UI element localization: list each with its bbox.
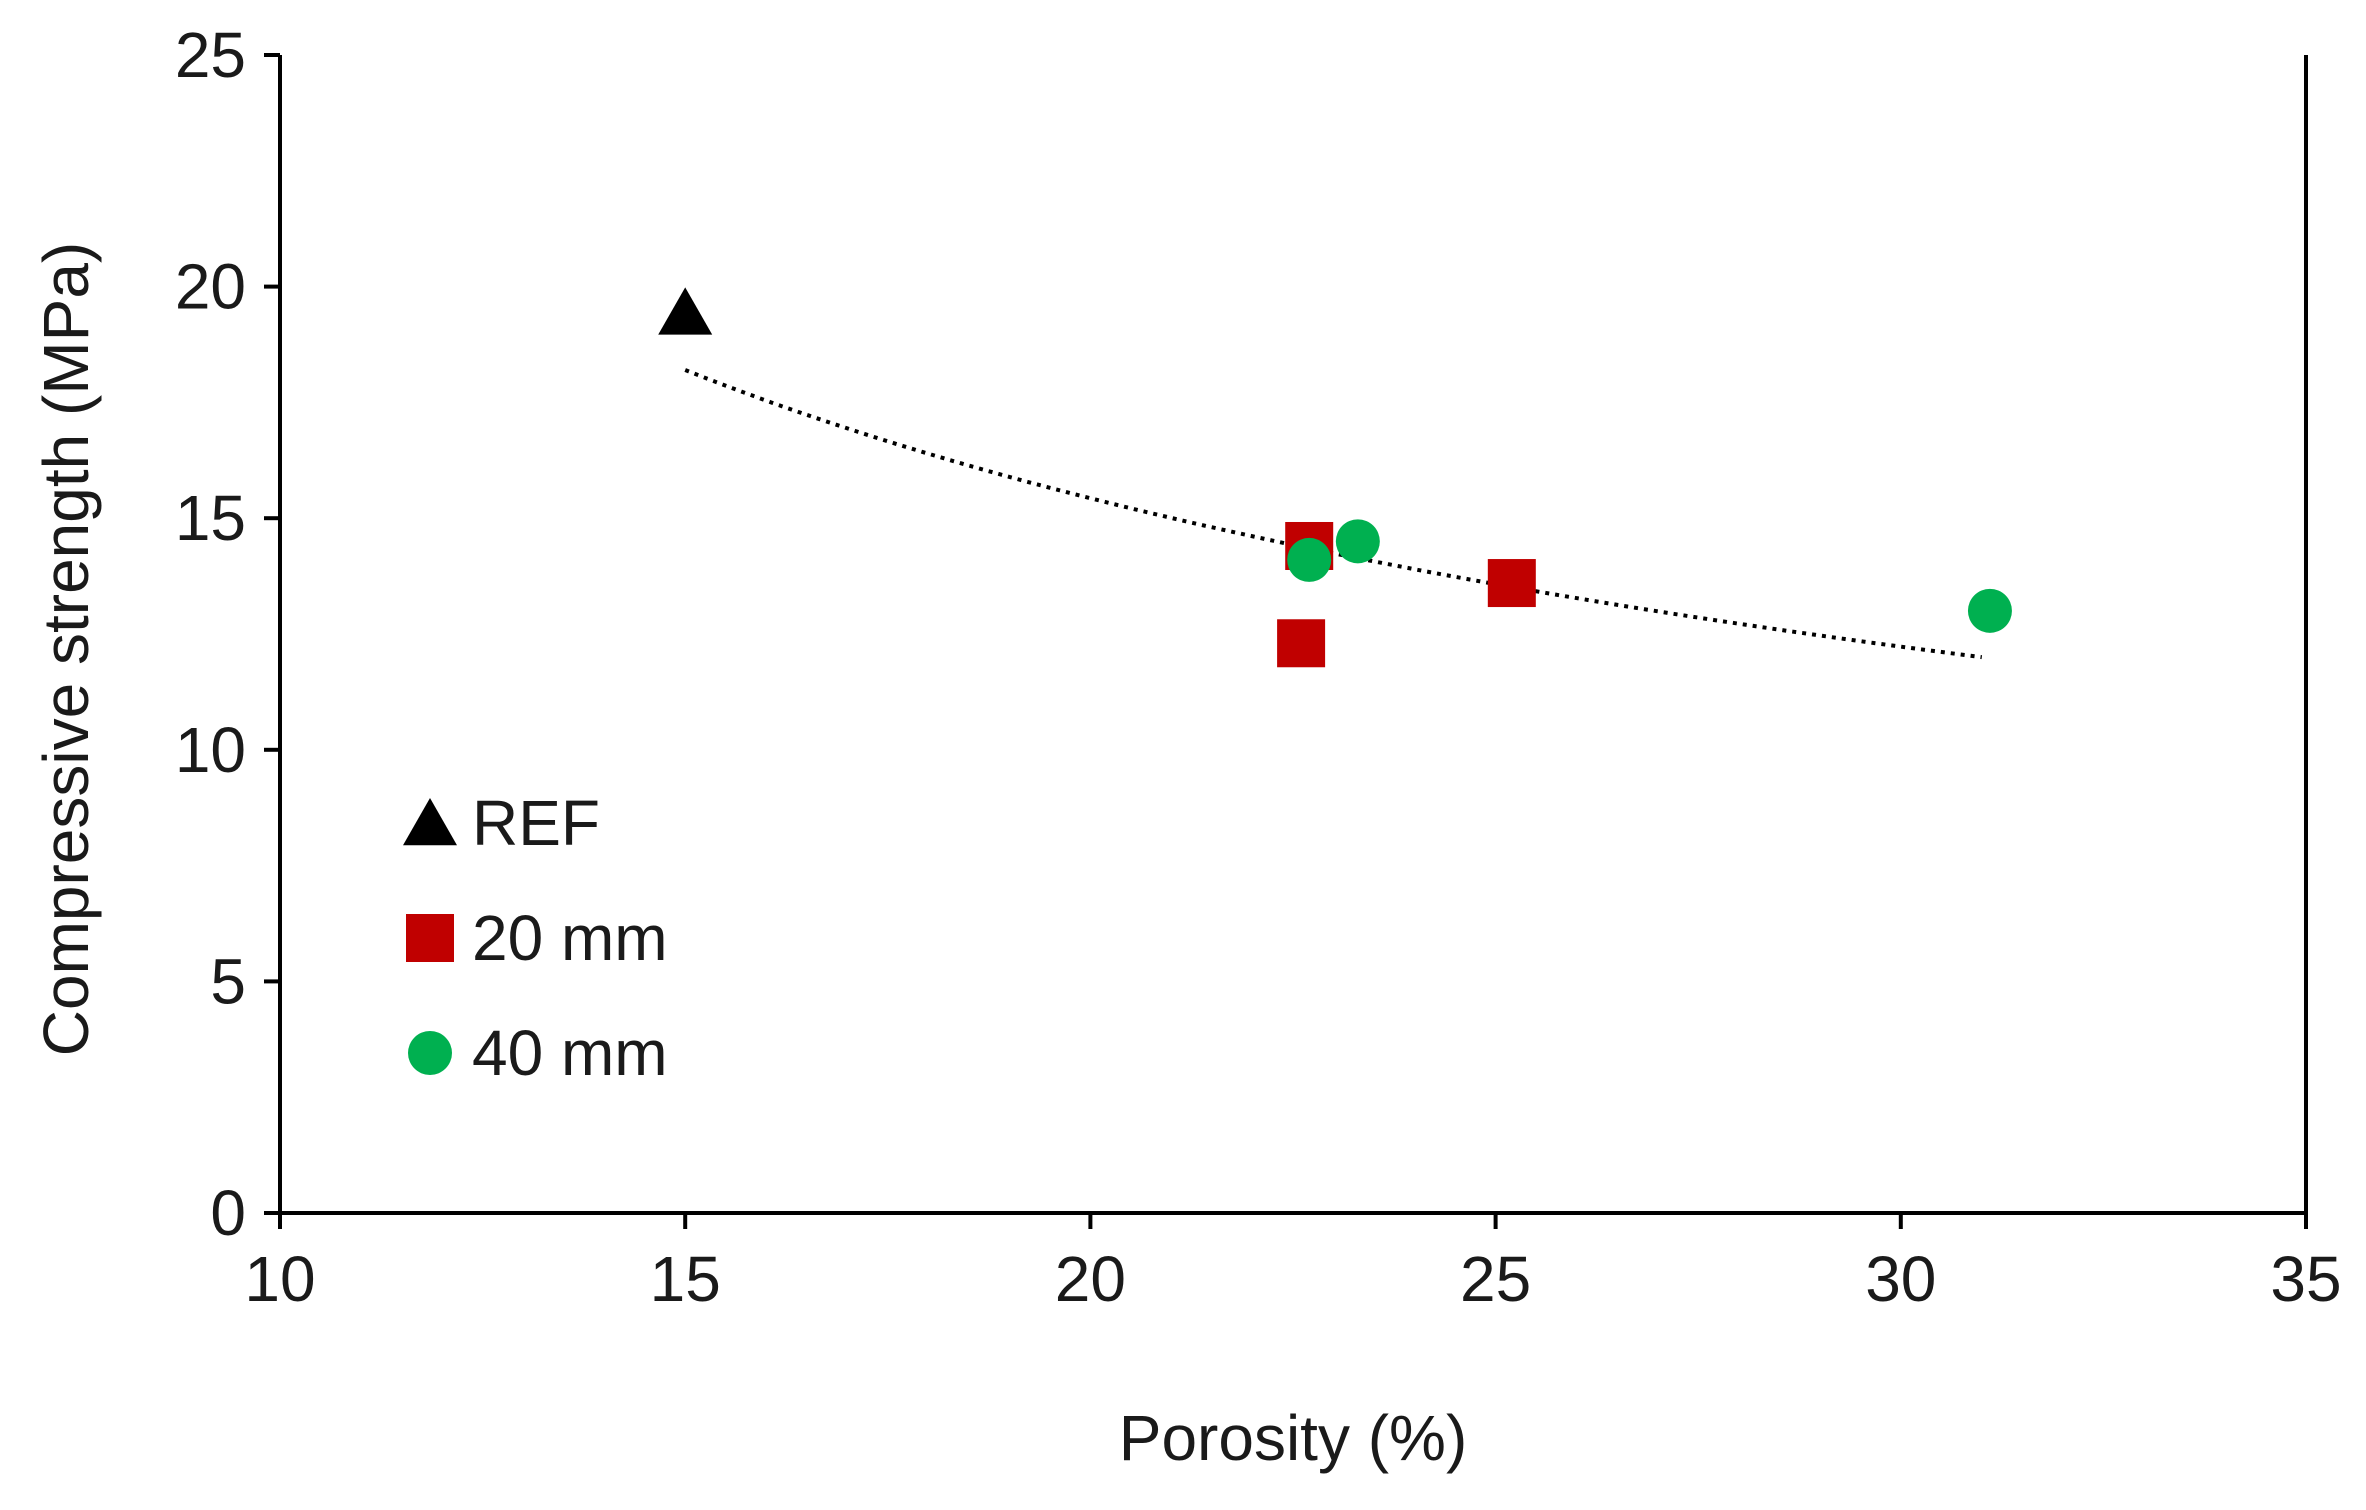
x-tick-label: 35 — [2270, 1243, 2341, 1315]
point-40-mm — [1287, 537, 1332, 582]
data-points — [658, 287, 2012, 668]
legend-marker-40-mm — [408, 1031, 452, 1075]
y-tick-label: 15 — [175, 482, 246, 554]
legend-marker-20-mm — [406, 914, 454, 962]
legend-label-20-mm: 20 mm — [472, 902, 668, 974]
trendline-group — [684, 368, 1983, 660]
legend: REF 20 mm 40 mm — [403, 787, 668, 1089]
legend-marker-ref — [403, 798, 457, 846]
point-20-mm — [1487, 559, 1536, 608]
point-20-mm — [1277, 619, 1326, 668]
x-tick-label: 10 — [244, 1243, 315, 1315]
x-tick-label: 30 — [1865, 1243, 1936, 1315]
y-tick-label: 20 — [175, 251, 246, 323]
legend-label-40-mm: 40 mm — [472, 1017, 668, 1089]
legend-label-ref: REF — [472, 787, 600, 859]
y-axis-title: Compressive strength (MPa) — [30, 242, 102, 1056]
y-tick-label: 0 — [210, 1177, 246, 1249]
point-40-mm — [1335, 519, 1380, 564]
y-tick-label: 5 — [210, 945, 246, 1017]
x-axis-title: Porosity (%) — [1119, 1402, 1468, 1474]
y-tick-label: 25 — [175, 19, 246, 91]
trendline — [684, 368, 1983, 660]
y-tick-label: 10 — [175, 714, 246, 786]
point-ref — [658, 287, 713, 335]
x-tick-label: 25 — [1460, 1243, 1531, 1315]
point-40-mm — [1967, 588, 2012, 633]
axes: 10 15 20 25 30 35 0 5 10 15 20 25 — [175, 19, 2342, 1315]
x-tick-label: 20 — [1055, 1243, 1126, 1315]
x-tick-label: 15 — [650, 1243, 721, 1315]
